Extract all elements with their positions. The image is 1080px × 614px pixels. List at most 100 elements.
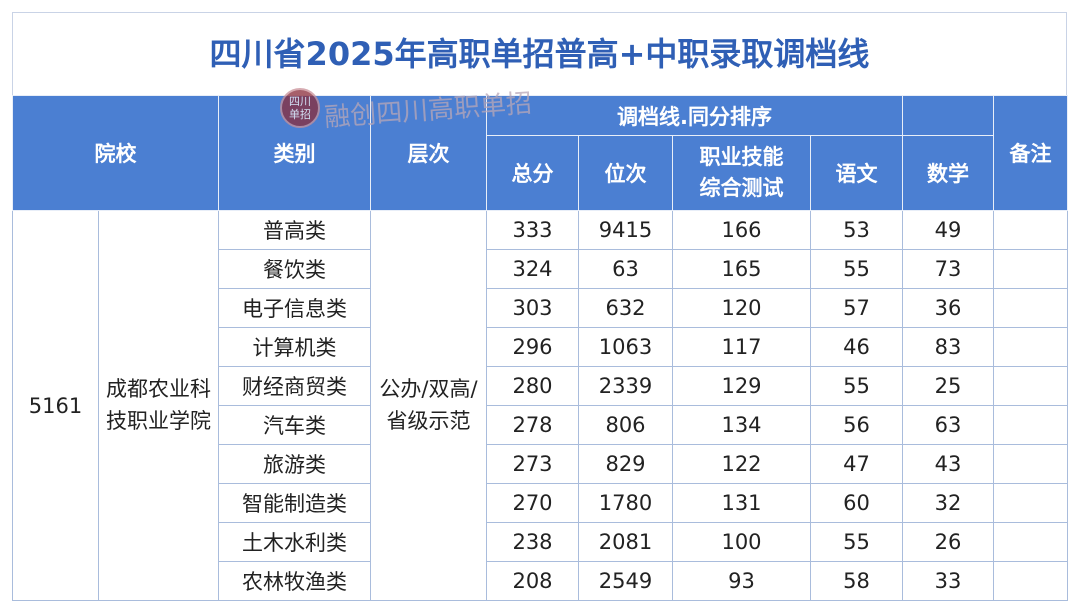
rank: 63 — [578, 249, 673, 289]
row: 汽车类 278 806 134 56 63 — [13, 405, 1069, 445]
total: 208 — [486, 561, 579, 601]
header-total: 总分 — [486, 135, 579, 211]
skill: 93 — [672, 561, 811, 601]
header-school: 院校 — [12, 95, 219, 211]
math: 83 — [902, 327, 995, 367]
table-card: 四川省2025年高职单招普高+中职录取调档线 院校 类别 层次 调档线.同分排序… — [12, 12, 1069, 601]
total: 273 — [486, 444, 579, 484]
header-math: 数学 — [902, 135, 995, 211]
header-category: 类别 — [218, 95, 371, 211]
total: 303 — [486, 288, 579, 328]
math: 63 — [902, 405, 995, 445]
chinese: 60 — [809, 483, 904, 523]
skill: 129 — [672, 366, 811, 406]
category: 汽车类 — [218, 405, 371, 445]
note — [993, 522, 1069, 562]
math: 49 — [902, 210, 995, 250]
total: 333 — [486, 210, 579, 250]
chinese: 56 — [809, 405, 904, 445]
school-code: 5161 — [12, 210, 99, 601]
math: 25 — [902, 366, 995, 406]
row: 财经商贸类 280 2339 129 55 25 — [13, 366, 1069, 406]
skill: 131 — [672, 483, 811, 523]
level-text: 公办/双高/省级示范 — [379, 377, 478, 433]
note — [993, 444, 1069, 484]
header-rank: 位次 — [578, 135, 673, 211]
total: 238 — [486, 522, 579, 562]
header-note: 备注 — [993, 95, 1069, 211]
note — [993, 327, 1069, 367]
category: 普高类 — [218, 210, 371, 250]
note — [993, 405, 1069, 445]
note — [993, 249, 1069, 289]
skill: 166 — [672, 210, 811, 250]
header-skill-text: 职业技能综合测试 — [699, 144, 784, 201]
math: 32 — [902, 483, 995, 523]
row: 农林牧渔类 208 2549 93 58 33 — [13, 561, 1069, 601]
rank: 2081 — [578, 522, 673, 562]
table-body: 5161 成都农业科技职业学院 普高类 公办/双高/省级示范 333 9415 166 53 4… — [12, 210, 1069, 601]
skill: 120 — [672, 288, 811, 328]
chinese: 58 — [809, 561, 904, 601]
math: 73 — [902, 249, 995, 289]
total: 296 — [486, 327, 579, 367]
header-blank — [902, 95, 995, 136]
row: 电子信息类 303 632 120 57 36 — [13, 288, 1069, 328]
row: 5161 成都农业科技职业学院 普高类 公办/双高/省级示范 333 9415 166 53 4… — [12, 210, 1069, 601]
category: 餐饮类 — [218, 249, 371, 289]
skill: 165 — [672, 249, 811, 289]
school-name: 成都农业科技职业学院 — [98, 210, 219, 601]
total: 270 — [486, 483, 579, 523]
note — [993, 366, 1069, 406]
header-skill: 职业技能综合测试 — [672, 135, 811, 211]
category: 电子信息类 — [218, 288, 371, 328]
total: 280 — [486, 366, 579, 406]
row: 土木水利类 238 2081 100 55 26 — [13, 522, 1069, 562]
level: 公办/双高/省级示范 — [370, 210, 487, 601]
note — [993, 288, 1069, 328]
chinese: 55 — [809, 249, 904, 289]
category: 计算机类 — [218, 327, 371, 367]
chinese: 47 — [809, 444, 904, 484]
header-chinese: 语文 — [809, 135, 904, 211]
chinese: 46 — [809, 327, 904, 367]
total: 324 — [486, 249, 579, 289]
rank: 2339 — [578, 366, 673, 406]
skill: 134 — [672, 405, 811, 445]
chinese: 55 — [809, 522, 904, 562]
title: 四川省2025年高职单招普高+中职录取调档线 — [12, 12, 1067, 95]
math: 43 — [902, 444, 995, 484]
skill: 100 — [672, 522, 811, 562]
category: 农林牧渔类 — [218, 561, 371, 601]
rank: 1063 — [578, 327, 673, 367]
rank: 9415 — [578, 210, 673, 250]
chinese: 53 — [809, 210, 904, 250]
category: 财经商贸类 — [218, 366, 371, 406]
rank: 829 — [578, 444, 673, 484]
skill: 117 — [672, 327, 811, 367]
math: 33 — [902, 561, 995, 601]
rank: 632 — [578, 288, 673, 328]
row: 旅游类 273 829 122 47 43 — [13, 444, 1069, 484]
school-name-text: 成都农业科技职业学院 — [106, 377, 211, 433]
chinese: 55 — [809, 366, 904, 406]
note — [993, 210, 1069, 250]
category: 土木水利类 — [218, 522, 371, 562]
rank: 1780 — [578, 483, 673, 523]
category: 旅游类 — [218, 444, 371, 484]
math: 26 — [902, 522, 995, 562]
note — [993, 483, 1069, 523]
header-group: 调档线.同分排序 — [485, 95, 904, 136]
math: 36 — [902, 288, 995, 328]
rank: 806 — [578, 405, 673, 445]
score-table: 院校 类别 层次 调档线.同分排序 备注 总分 位次 职业技能综合测试 语文 数… — [12, 95, 1069, 601]
row: 智能制造类 270 1780 131 60 32 — [13, 483, 1069, 523]
total: 278 — [486, 405, 579, 445]
header-level: 层次 — [370, 95, 487, 211]
rank: 2549 — [578, 561, 673, 601]
note — [993, 561, 1069, 601]
skill: 122 — [672, 444, 811, 484]
chinese: 57 — [809, 288, 904, 328]
category: 智能制造类 — [218, 483, 371, 523]
